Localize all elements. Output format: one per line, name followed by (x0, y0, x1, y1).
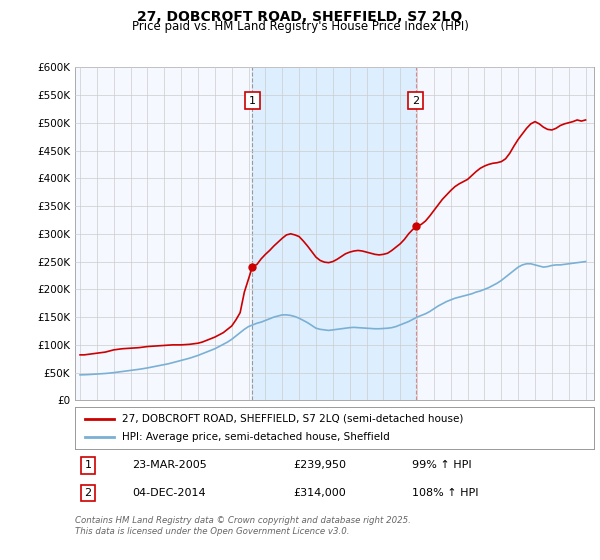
Text: 1: 1 (85, 460, 91, 470)
Text: 2: 2 (412, 96, 419, 105)
Text: Contains HM Land Registry data © Crown copyright and database right 2025.
This d: Contains HM Land Registry data © Crown c… (75, 516, 411, 536)
Text: 99% ↑ HPI: 99% ↑ HPI (412, 460, 472, 470)
Text: 27, DOBCROFT ROAD, SHEFFIELD, S7 2LQ (semi-detached house): 27, DOBCROFT ROAD, SHEFFIELD, S7 2LQ (se… (122, 414, 463, 424)
Bar (252, 67, 416, 400)
Text: 108% ↑ HPI: 108% ↑ HPI (412, 488, 479, 498)
Text: 27, DOBCROFT ROAD, SHEFFIELD, S7 2LQ: 27, DOBCROFT ROAD, SHEFFIELD, S7 2LQ (137, 10, 463, 24)
Text: £239,950: £239,950 (293, 460, 346, 470)
Text: 04-DEC-2014: 04-DEC-2014 (132, 488, 206, 498)
Text: 2: 2 (85, 488, 92, 498)
Text: 23-MAR-2005: 23-MAR-2005 (132, 460, 207, 470)
Text: HPI: Average price, semi-detached house, Sheffield: HPI: Average price, semi-detached house,… (122, 432, 389, 442)
Text: Price paid vs. HM Land Registry's House Price Index (HPI): Price paid vs. HM Land Registry's House … (131, 20, 469, 33)
Text: 1: 1 (249, 96, 256, 105)
Text: £314,000: £314,000 (293, 488, 346, 498)
